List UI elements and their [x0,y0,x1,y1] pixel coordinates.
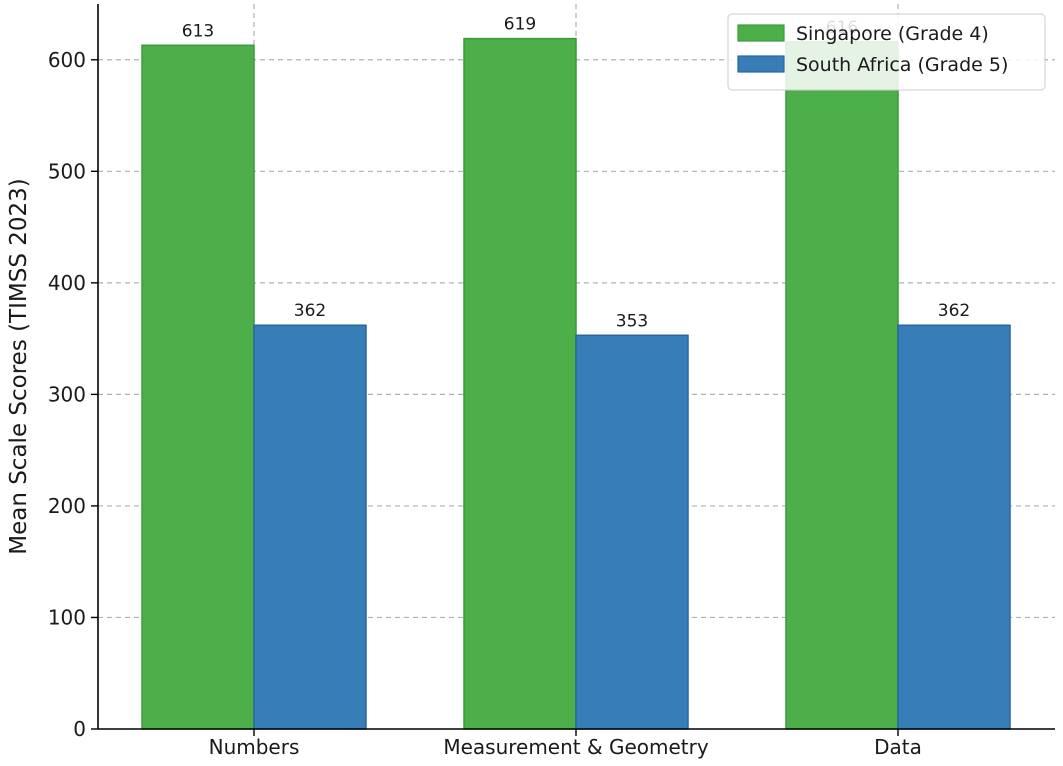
bar-value-label: 613 [182,21,214,41]
legend-swatch [737,24,785,42]
bar [575,334,689,730]
y-tick-label: 0 [73,717,86,741]
legend-swatch [737,55,785,73]
bar-value-label: 362 [938,301,970,321]
y-tick-label: 500 [48,159,86,183]
bar [141,44,255,730]
bar [253,324,367,730]
bar [785,41,899,730]
bar-value-label: 353 [616,311,648,331]
x-tick-label: Data [874,735,922,759]
y-tick-label: 300 [48,382,86,406]
bar-value-label: 619 [504,15,536,35]
y-tick-label: 200 [48,494,86,518]
legend-label: South Africa (Grade 5) [796,54,1008,76]
legend: Singapore (Grade 4) South Africa (Grade 5… [727,13,1046,91]
y-tick-label: 100 [48,605,86,629]
bar-value-label: 362 [294,301,326,321]
bars [141,37,1011,730]
x-tick-label: Measurement & Geometry [443,735,709,759]
legend-box [727,13,1046,91]
x-tick-label: Numbers [209,735,300,759]
axes: 0 100 200 300 400 500 600 Numbers Measurement & … [48,4,1055,759]
bar [897,324,1011,730]
y-axis-label: Mean Scale Scores (TIMSS 2023) [6,178,32,555]
legend-label: Singapore (Grade 4) [796,23,989,45]
bar [463,37,577,730]
y-tick-label: 600 [48,48,86,72]
y-tick-label: 400 [48,271,86,295]
